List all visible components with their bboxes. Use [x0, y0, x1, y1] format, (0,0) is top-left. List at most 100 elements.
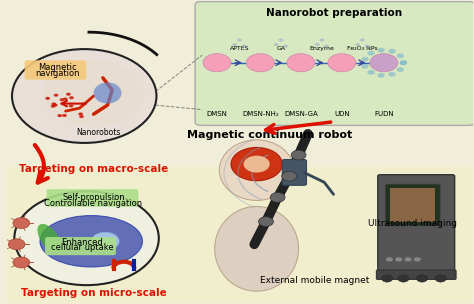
Circle shape: [242, 45, 246, 48]
Circle shape: [14, 191, 159, 285]
Circle shape: [287, 54, 315, 72]
Circle shape: [53, 104, 58, 107]
Circle shape: [54, 94, 58, 97]
Circle shape: [414, 257, 421, 262]
Ellipse shape: [40, 216, 143, 267]
Ellipse shape: [42, 60, 145, 126]
FancyBboxPatch shape: [25, 60, 86, 80]
Text: DMSN: DMSN: [207, 111, 228, 117]
Circle shape: [46, 97, 50, 100]
Circle shape: [51, 105, 55, 108]
Ellipse shape: [93, 82, 121, 104]
FancyBboxPatch shape: [283, 160, 307, 185]
Circle shape: [397, 67, 404, 72]
Ellipse shape: [37, 224, 61, 253]
Text: APTES: APTES: [229, 46, 249, 51]
Text: Ultrasound imaging: Ultrasound imaging: [368, 219, 457, 228]
Circle shape: [57, 114, 62, 117]
FancyBboxPatch shape: [391, 188, 435, 222]
Text: UDN: UDN: [334, 111, 350, 117]
Circle shape: [315, 43, 319, 46]
Circle shape: [365, 45, 369, 48]
Circle shape: [388, 49, 396, 54]
Circle shape: [283, 45, 288, 48]
Circle shape: [8, 239, 25, 250]
Circle shape: [279, 39, 283, 42]
Circle shape: [324, 45, 329, 48]
Circle shape: [319, 39, 324, 42]
Circle shape: [360, 39, 365, 42]
Text: External mobile magnet: External mobile magnet: [260, 276, 370, 285]
Text: Fe₂O₃ NPs: Fe₂O₃ NPs: [347, 46, 378, 51]
Text: Enhanced: Enhanced: [61, 238, 103, 247]
Text: GA: GA: [276, 46, 285, 51]
Circle shape: [356, 43, 360, 46]
Circle shape: [13, 257, 30, 268]
Circle shape: [282, 171, 297, 181]
Circle shape: [367, 70, 375, 75]
Circle shape: [51, 102, 56, 105]
Circle shape: [231, 147, 283, 181]
Circle shape: [382, 275, 392, 282]
Circle shape: [435, 275, 447, 282]
Circle shape: [244, 156, 270, 173]
Circle shape: [377, 48, 385, 53]
Circle shape: [328, 54, 356, 72]
Circle shape: [395, 257, 402, 262]
Circle shape: [291, 150, 306, 160]
Circle shape: [417, 275, 428, 282]
Text: DMSN-GA: DMSN-GA: [284, 111, 318, 117]
Ellipse shape: [219, 140, 294, 200]
Circle shape: [62, 114, 67, 117]
Circle shape: [232, 43, 237, 46]
Circle shape: [81, 103, 86, 106]
Circle shape: [13, 218, 30, 229]
Circle shape: [400, 60, 407, 65]
Text: FUDN: FUDN: [374, 111, 393, 117]
Text: Magnetic: Magnetic: [38, 63, 76, 72]
Text: Targeting on macro-scale: Targeting on macro-scale: [19, 164, 168, 174]
Circle shape: [397, 54, 404, 58]
Circle shape: [398, 275, 409, 282]
Circle shape: [361, 57, 369, 62]
Circle shape: [386, 257, 393, 262]
Text: cellular uptake: cellular uptake: [51, 244, 113, 252]
Text: Targeting on micro-scale: Targeting on micro-scale: [21, 288, 166, 298]
Ellipse shape: [91, 232, 119, 250]
Circle shape: [60, 98, 64, 101]
Circle shape: [258, 217, 273, 226]
Circle shape: [388, 72, 396, 77]
Circle shape: [400, 60, 407, 65]
Circle shape: [69, 96, 74, 99]
Circle shape: [63, 98, 68, 101]
Circle shape: [274, 43, 279, 46]
Circle shape: [78, 112, 83, 116]
Circle shape: [246, 54, 274, 72]
Circle shape: [370, 54, 398, 72]
Circle shape: [361, 64, 369, 69]
Circle shape: [79, 115, 84, 118]
Circle shape: [12, 49, 156, 143]
FancyBboxPatch shape: [46, 189, 138, 207]
FancyBboxPatch shape: [376, 270, 456, 279]
Text: navigation: navigation: [35, 69, 80, 78]
FancyBboxPatch shape: [8, 167, 474, 303]
Text: DMSN-NH₂: DMSN-NH₂: [242, 111, 279, 117]
Circle shape: [66, 93, 71, 96]
Text: Controllable navigation: Controllable navigation: [45, 199, 143, 208]
Circle shape: [237, 39, 242, 42]
Text: Nanorobot preparation: Nanorobot preparation: [266, 8, 402, 18]
Circle shape: [203, 54, 231, 72]
FancyBboxPatch shape: [45, 237, 116, 255]
Text: Magnetic continuum robot: Magnetic continuum robot: [187, 130, 352, 140]
FancyBboxPatch shape: [195, 2, 474, 125]
Circle shape: [270, 192, 285, 202]
Circle shape: [367, 51, 375, 56]
Text: Nanorobots: Nanorobots: [76, 128, 120, 137]
FancyBboxPatch shape: [385, 184, 440, 226]
Text: Enzyme: Enzyme: [310, 46, 334, 51]
Ellipse shape: [215, 206, 299, 291]
Circle shape: [69, 104, 73, 107]
Circle shape: [377, 73, 385, 78]
Text: Self-propulsion: Self-propulsion: [62, 193, 125, 202]
